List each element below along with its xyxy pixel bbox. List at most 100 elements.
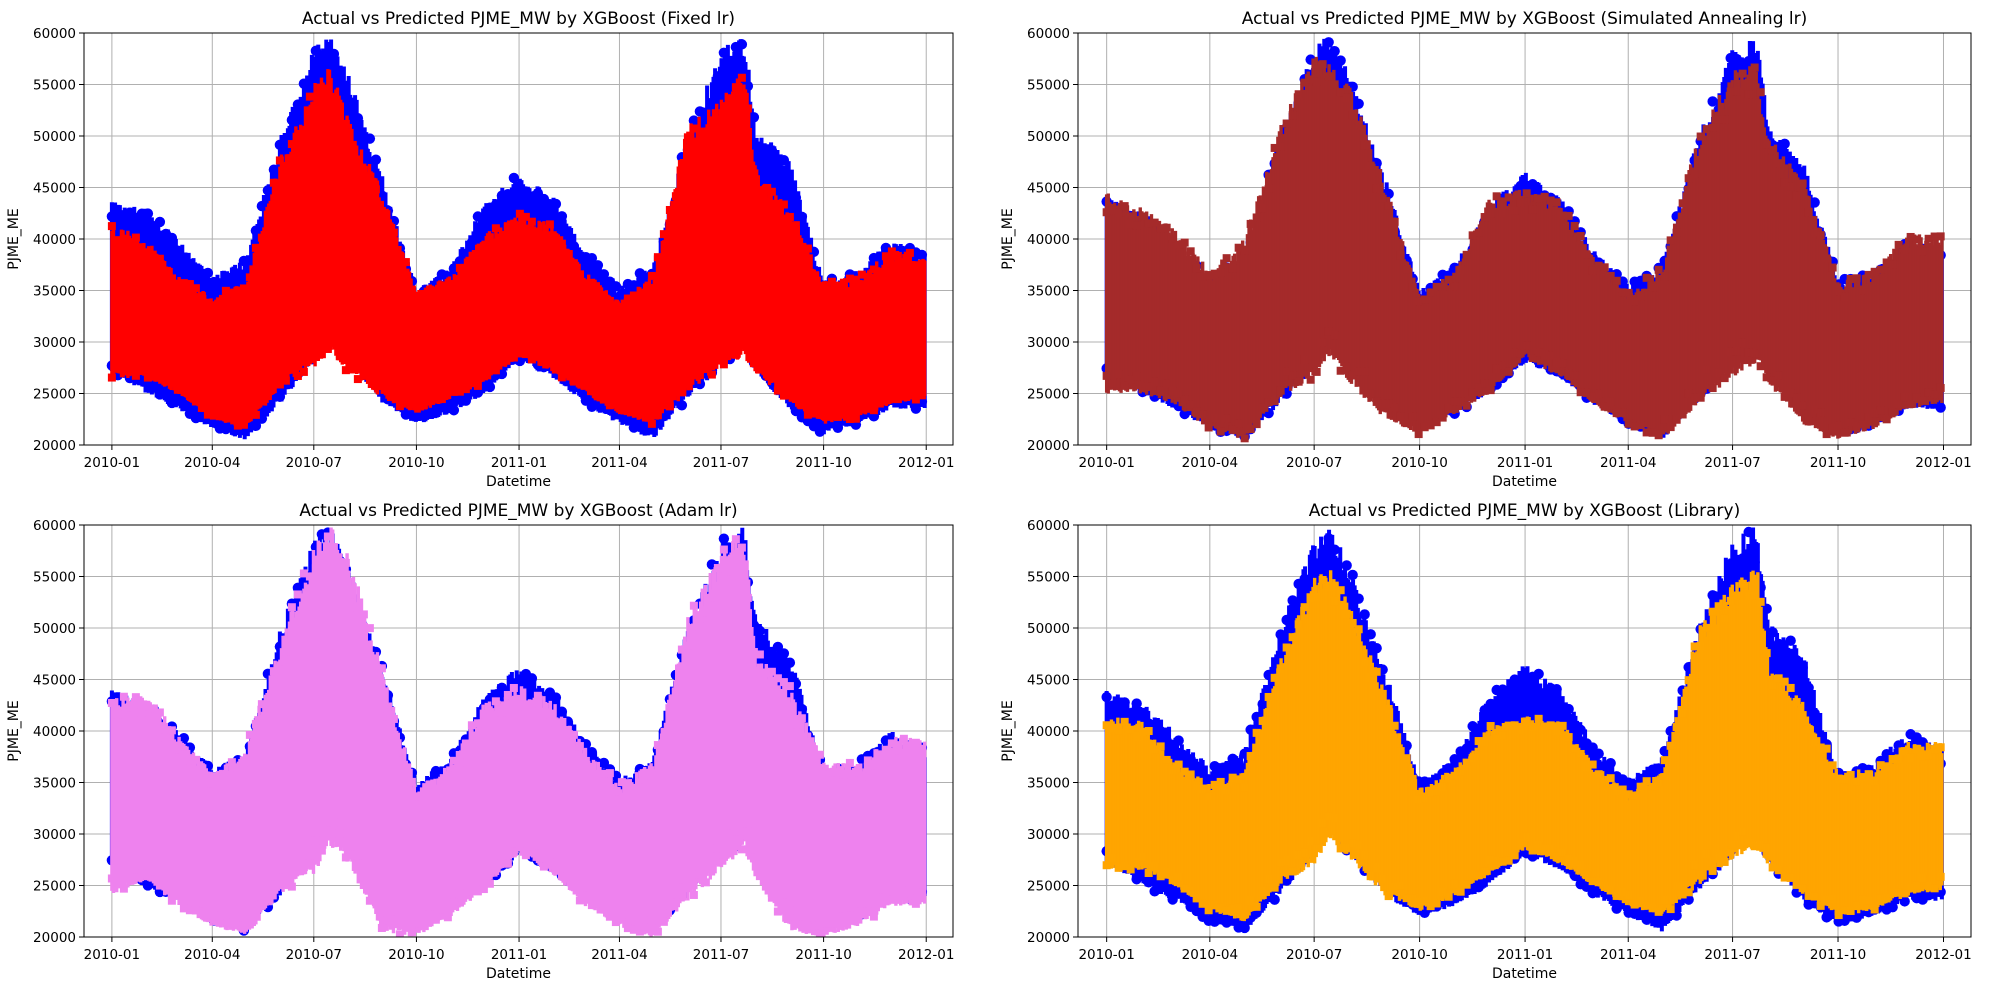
predicted-point xyxy=(671,192,680,201)
predicted-point xyxy=(659,733,668,742)
predicted-point xyxy=(395,748,404,757)
actual-point xyxy=(448,405,460,416)
predicted-point xyxy=(1126,220,1135,229)
predicted-point xyxy=(809,745,818,754)
predicted-point xyxy=(1636,292,1645,301)
x-tick-label: 2012-01 xyxy=(898,947,954,963)
predicted-point xyxy=(1894,400,1903,409)
predicted-point xyxy=(203,779,212,788)
actual-point xyxy=(148,381,160,393)
predicted-point xyxy=(1348,371,1357,380)
predicted-point xyxy=(347,141,356,150)
predicted-point xyxy=(773,907,782,916)
predicted-point xyxy=(473,719,482,728)
actual-point xyxy=(268,164,280,175)
predicted-point xyxy=(197,764,206,773)
actual-point xyxy=(142,208,154,219)
predicted-point xyxy=(287,140,296,149)
predicted-point xyxy=(1912,235,1921,244)
predicted-point xyxy=(245,730,254,739)
predicted-point xyxy=(1312,77,1321,86)
predicted-point xyxy=(227,413,236,422)
actual-point xyxy=(172,245,184,256)
predicted-point xyxy=(731,350,740,359)
predicted-point xyxy=(1552,198,1561,207)
predicted-point xyxy=(851,912,860,921)
predicted-point xyxy=(299,128,308,137)
predicted-point xyxy=(1600,402,1609,411)
predicted-point xyxy=(1930,232,1939,241)
actual-point xyxy=(796,211,808,222)
predicted-point xyxy=(1480,213,1489,222)
actual-point xyxy=(1707,96,1718,107)
predicted-point xyxy=(1744,90,1753,99)
predicted-point xyxy=(1336,366,1345,375)
predicted-point xyxy=(371,898,380,907)
predicted-point xyxy=(1396,412,1405,421)
predicted-point xyxy=(515,698,524,707)
actual-point xyxy=(1809,197,1820,208)
predicted-point xyxy=(203,410,212,419)
actual-point xyxy=(556,706,568,717)
predicted-point xyxy=(557,872,566,881)
predicted-point xyxy=(1408,412,1417,421)
predicted-point xyxy=(317,350,326,359)
actual-point xyxy=(130,217,142,228)
predicted-point xyxy=(773,674,782,683)
x-tick-label: 2010-01 xyxy=(84,455,140,471)
predicted-point xyxy=(1174,389,1183,398)
actual-point xyxy=(562,231,574,242)
x-tick-label: 2010-01 xyxy=(84,947,140,963)
predicted-point xyxy=(1576,388,1585,397)
predicted-point xyxy=(1678,199,1687,208)
predicted-point xyxy=(1294,377,1303,386)
predicted-point xyxy=(1138,212,1147,221)
predicted-point xyxy=(599,290,608,299)
predicted-point xyxy=(251,410,260,419)
predicted-point xyxy=(1660,272,1669,281)
predicted-point xyxy=(251,243,260,252)
predicted-point xyxy=(155,708,164,717)
predicted-point xyxy=(791,221,800,230)
predicted-point xyxy=(1654,431,1663,440)
predicted-point xyxy=(707,131,716,140)
predicted-point xyxy=(257,700,266,709)
predicted-point xyxy=(827,768,836,777)
predicted-point xyxy=(821,281,830,290)
predicted-point xyxy=(419,787,428,796)
predicted-point xyxy=(653,411,662,420)
predicted-point xyxy=(1498,209,1507,218)
predicted-point xyxy=(1444,404,1453,413)
predicted-point xyxy=(1906,400,1915,409)
actual-point xyxy=(550,198,562,210)
predicted-point xyxy=(629,925,638,934)
actual-point xyxy=(790,192,802,203)
predicted-point xyxy=(311,101,320,110)
predicted-point xyxy=(281,167,290,176)
predicted-point xyxy=(335,349,344,358)
y-axis-label: PJME_ME xyxy=(6,700,22,761)
actual-point xyxy=(124,207,136,218)
predicted-point xyxy=(377,664,386,673)
predicted-point xyxy=(845,274,854,283)
predicted-point xyxy=(197,292,206,301)
predicted-point xyxy=(1666,236,1675,245)
y-tick-label: 20000 xyxy=(33,438,76,454)
predicted-point xyxy=(497,355,506,364)
predicted-point xyxy=(1462,401,1471,410)
x-tick-label: 2010-07 xyxy=(1286,455,1342,471)
predicted-point xyxy=(1162,379,1171,388)
predicted-point xyxy=(413,295,422,304)
actual-point xyxy=(628,280,640,291)
actual-point xyxy=(748,112,760,123)
predicted-point xyxy=(1300,355,1309,364)
predicted-point xyxy=(1726,87,1735,96)
predicted-point xyxy=(545,858,554,867)
actual-point xyxy=(766,145,778,157)
predicted-point xyxy=(1822,430,1831,439)
predicted-point xyxy=(743,343,752,352)
predicted-point xyxy=(1840,428,1849,437)
predicted-point xyxy=(503,690,512,699)
predicted-point xyxy=(767,667,776,676)
predicted-point xyxy=(1510,348,1519,357)
